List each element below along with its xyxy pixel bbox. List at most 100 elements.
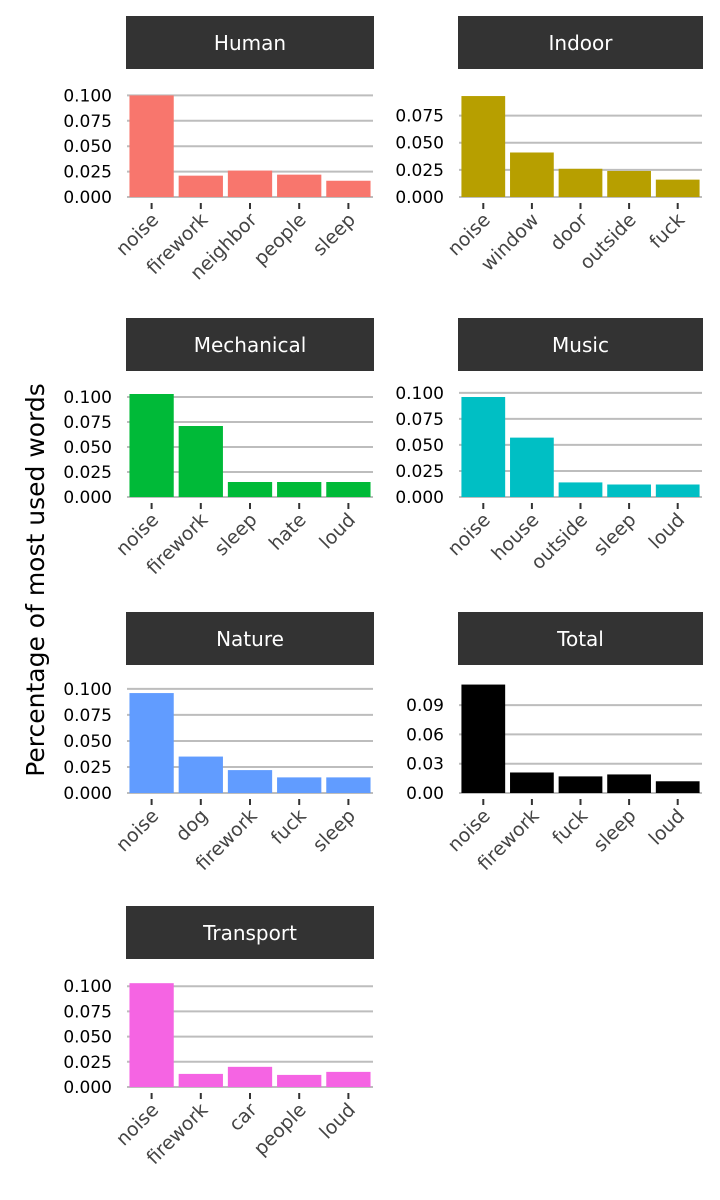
x-tick-label: hate	[265, 509, 311, 555]
facet-strip	[458, 612, 703, 665]
y-tick-label: 0.050	[395, 134, 444, 154]
x-tick-label: sleep	[309, 805, 360, 856]
y-tick-label: 0.075	[395, 107, 444, 127]
bar-sleep	[607, 484, 651, 497]
bar-noise	[461, 684, 506, 793]
bar-loud	[326, 482, 371, 497]
bar-sleep	[326, 777, 371, 793]
facet-strip-label: Transport	[202, 921, 297, 945]
bar-neighbor	[227, 170, 273, 197]
y-tick-label: 0.050	[63, 137, 112, 157]
x-tick-label: loud	[315, 1099, 360, 1144]
facet-strip-label: Mechanical	[194, 333, 307, 357]
y-tick-label: 0.06	[406, 725, 444, 745]
y-tick-label: 0.075	[395, 410, 444, 430]
y-tick-label: 0.000	[63, 488, 112, 508]
facet-strip-label: Total	[556, 627, 604, 651]
bar-window	[510, 152, 554, 197]
bar-noise	[461, 397, 506, 497]
x-tick-label: noise	[112, 805, 163, 856]
y-tick-label: 0.000	[395, 488, 444, 508]
bar-fuck	[655, 179, 700, 197]
facet-strip	[126, 318, 374, 371]
y-tick-label: 0.000	[395, 188, 444, 208]
bar-noise	[129, 394, 174, 497]
facet-strip	[458, 16, 703, 69]
bar-outside	[558, 482, 603, 497]
y-tick-label: 0.100	[63, 977, 112, 997]
facet-strip	[126, 16, 374, 69]
bar-house	[510, 437, 554, 497]
x-tick-label: people	[250, 209, 311, 270]
y-tick-label: 0.075	[63, 413, 112, 433]
y-tick-label: 0.050	[63, 1028, 112, 1048]
bar-people	[277, 1074, 322, 1087]
bar-loud	[326, 1071, 371, 1087]
bar-fuck	[277, 777, 322, 793]
y-tick-label: 0.025	[63, 163, 112, 183]
bar-loud	[655, 484, 700, 497]
bar-sleep	[227, 482, 273, 497]
bar-door	[558, 168, 603, 197]
facet-strip	[126, 906, 374, 959]
bar-sleep	[607, 774, 651, 793]
x-tick-label: fuck	[548, 805, 592, 849]
x-tick-label: loud	[645, 805, 690, 850]
bar-noise	[129, 95, 174, 197]
y-tick-label: 0.000	[63, 188, 112, 208]
bar-firework	[178, 426, 223, 497]
x-tick-label: fuck	[645, 209, 689, 253]
bar-noise	[129, 693, 174, 793]
y-tick-label: 0.050	[63, 732, 112, 752]
y-tick-label: 0.00	[406, 784, 444, 804]
bar-firework	[227, 770, 273, 793]
y-tick-label: 0.000	[63, 1078, 112, 1098]
y-tick-label: 0.000	[63, 784, 112, 804]
bar-sleep	[326, 180, 371, 197]
y-tick-label: 0.025	[63, 463, 112, 483]
bar-firework	[178, 175, 223, 197]
x-tick-label: people	[250, 1099, 311, 1160]
panel-music: Music0.0000.0250.0500.0750.100noisehouse…	[395, 318, 703, 574]
panel-nature: Nature 0.000 0.025 0.050 0.075 0.100 noise dog f…	[63, 612, 374, 875]
x-tick-label: sleep	[309, 209, 360, 260]
y-tick-label: 0.100	[63, 680, 112, 700]
facet-strip-label: Music	[552, 333, 609, 357]
y-tick-label: 0.050	[63, 438, 112, 458]
y-tick-label: 0.100	[63, 86, 112, 106]
x-tick-label: sleep	[589, 509, 640, 560]
y-tick-label: 0.09	[406, 696, 444, 716]
x-tick-label: noise	[444, 509, 495, 560]
bar-dog	[178, 756, 223, 793]
x-tick-label: car	[225, 1099, 262, 1136]
bar-loud	[655, 781, 700, 793]
y-tick-label: 0.025	[63, 758, 112, 778]
x-tick-label: sleep	[589, 805, 640, 856]
facet-strip-label: Indoor	[549, 31, 614, 55]
y-tick-label: 0.050	[395, 436, 444, 456]
facet-strip	[126, 612, 374, 665]
bar-noise	[129, 983, 174, 1087]
x-tick-label: dog	[172, 805, 213, 846]
y-tick-label: 0.025	[395, 161, 444, 181]
bar-fuck	[558, 776, 603, 793]
bar-firework	[178, 1073, 223, 1087]
x-tick-label: sleep	[210, 509, 261, 560]
bar-firework	[510, 772, 554, 793]
panel-transport: Transport0.0000.0250.0500.0750.100noisef…	[63, 906, 374, 1169]
facet-strip	[458, 318, 703, 371]
y-tick-label: 0.025	[63, 1053, 112, 1073]
facet-strip-label: Human	[214, 31, 286, 55]
bar-noise	[461, 96, 506, 197]
y-tick-label: 0.03	[406, 755, 444, 775]
y-axis-title: Percentage of most used words	[21, 383, 50, 777]
panel-human: Human0.0000.0250.0500.0750.100noisefirew…	[63, 16, 374, 284]
facet-strip-label: Nature	[216, 627, 284, 651]
bar-hate	[277, 482, 322, 497]
bar-car	[227, 1066, 273, 1087]
y-tick-label: 0.075	[63, 112, 112, 132]
x-tick-label: fuck	[267, 805, 311, 849]
bar-people	[277, 174, 322, 197]
